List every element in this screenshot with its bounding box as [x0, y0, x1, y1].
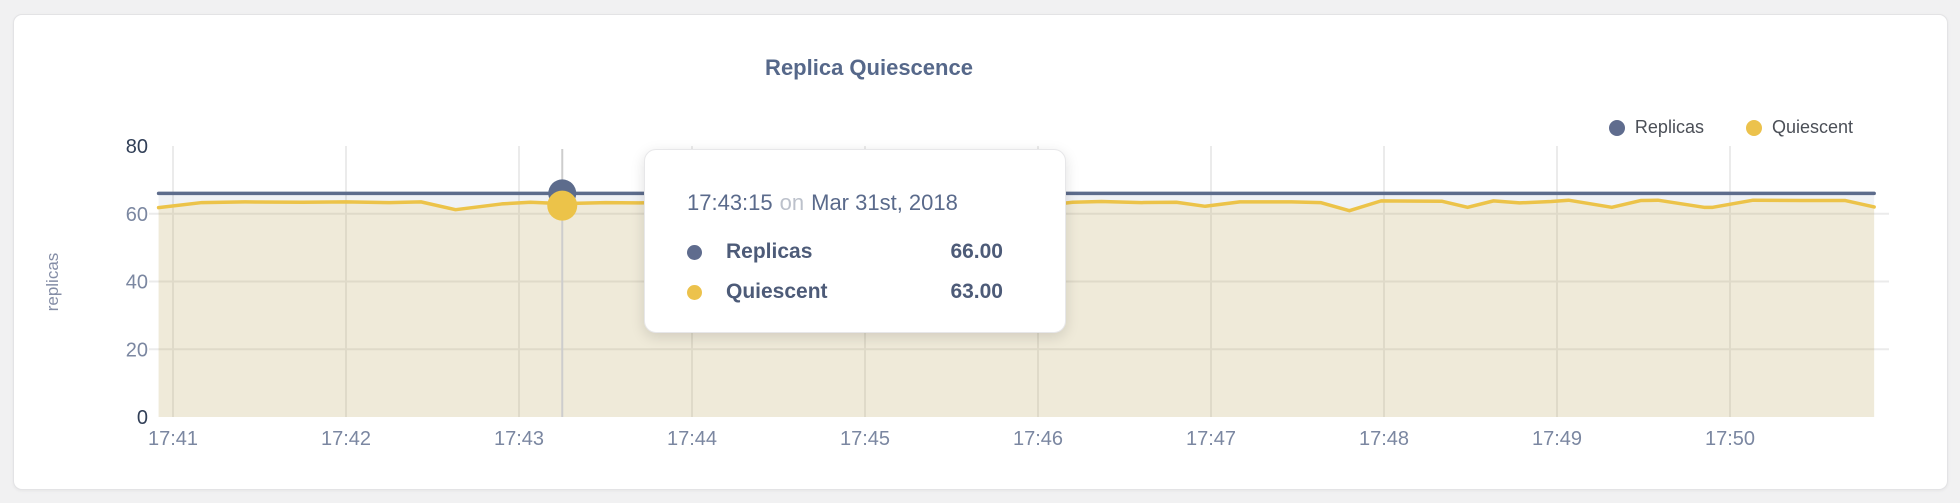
- x-tick-label: 17:44: [667, 428, 717, 450]
- tooltip-row-quiescent: Quiescent 63.00: [687, 272, 1003, 312]
- tooltip-series-label: Replicas: [726, 240, 813, 263]
- legend-label: Quiescent: [1771, 117, 1853, 137]
- legend: Replicas Quiescent: [1608, 117, 1853, 138]
- tooltip-series-label: Quiescent: [726, 280, 828, 303]
- tooltip-connector: on: [779, 190, 805, 215]
- replicas-dot-icon: [687, 244, 702, 260]
- x-tick-label: 17:41: [148, 428, 198, 450]
- x-tick-label: 17:43: [494, 428, 544, 450]
- y-axis-title: replicas: [43, 253, 62, 312]
- tooltip-series-value: 66.00: [950, 240, 1003, 263]
- tooltip-date: Mar 31st, 2018: [811, 190, 958, 215]
- legend-item-quiescent[interactable]: Quiescent: [1745, 117, 1853, 138]
- y-tick-label: 20: [126, 339, 148, 361]
- x-tick-label: 17:47: [1186, 428, 1236, 450]
- y-tick-label: 0: [137, 407, 148, 429]
- tooltip-series-value: 63.00: [950, 280, 1003, 303]
- replicas-legend-dot-icon: [1608, 119, 1625, 136]
- tooltip-time: 17:43:15: [687, 190, 773, 215]
- x-tick-label: 17:46: [1013, 428, 1063, 450]
- quiescent-hover-marker: [547, 190, 578, 221]
- hover-tooltip: 17:43:15 on Mar 31st, 2018 Replicas 66.00 …: [644, 149, 1066, 333]
- quiescent-legend-dot-icon: [1745, 119, 1762, 136]
- y-tick-label: 40: [126, 272, 148, 294]
- tooltip-row-replicas: Replicas 66.00: [687, 232, 1003, 272]
- x-tick-label: 17:50: [1705, 428, 1755, 450]
- chart-title: Replica Quiescence: [765, 55, 973, 80]
- x-tick-label: 17:48: [1359, 428, 1409, 450]
- y-tick-label: 80: [126, 136, 148, 158]
- chart-card: 0 20 40 60 80 17:41 17:42 17:43 17:44 17:45 17:46 1…: [13, 14, 1948, 490]
- quiescent-dot-icon: [687, 284, 702, 300]
- quiescent-line: [156, 198, 1876, 213]
- x-tick-label: 17:42: [321, 428, 371, 450]
- x-tick-label: 17:49: [1532, 428, 1582, 450]
- tooltip-timestamp: 17:43:15 on Mar 31st, 2018: [687, 190, 1003, 216]
- legend-label: Replicas: [1634, 117, 1704, 137]
- x-tick-label: 17:45: [840, 428, 890, 450]
- y-tick-label: 60: [126, 204, 148, 226]
- legend-item-replicas[interactable]: Replicas: [1608, 117, 1704, 138]
